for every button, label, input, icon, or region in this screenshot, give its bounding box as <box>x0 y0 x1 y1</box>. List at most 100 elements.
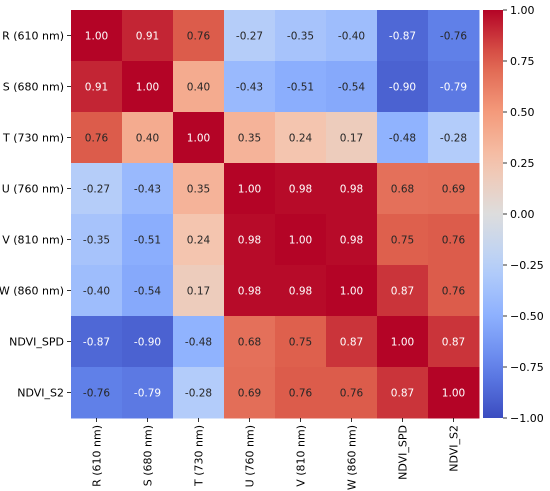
heatmap-cell <box>428 163 480 215</box>
cell-value-label: 0.76 <box>187 31 211 43</box>
cell-value-label: 0.17 <box>187 286 210 298</box>
colorbar-tick-label: 1.00 <box>510 4 535 17</box>
heatmap-cells <box>71 10 480 419</box>
column-tick-label: NDVI_S2 <box>448 425 461 472</box>
cell-value-label: -0.87 <box>83 337 110 349</box>
heatmap-cell <box>122 61 174 113</box>
heatmap-cell <box>71 265 123 317</box>
cell-value-label: 0.98 <box>238 235 261 247</box>
cell-value-label: 0.98 <box>289 286 312 298</box>
heatmap-cell <box>377 316 429 368</box>
row-tick-labels: R (610 nm) S (680 nm) T (730 nm) U (760 nm)… <box>0 30 71 400</box>
colorbar-tick-label: 0.50 <box>510 106 535 119</box>
cell-value-label: 0.76 <box>442 235 466 247</box>
cell-value-label: 0.40 <box>187 82 210 94</box>
cell-value-label: -0.79 <box>440 82 467 94</box>
heatmap-cell <box>71 112 123 164</box>
row-tick-label: W (860 nm) <box>0 285 64 298</box>
heatmap-cell <box>173 265 225 317</box>
heatmap-cell <box>224 367 276 419</box>
cell-value-label: 1.00 <box>85 31 108 43</box>
heatmap-cell <box>377 112 429 164</box>
heatmap-cell <box>224 163 276 215</box>
cell-value-label: -0.79 <box>134 388 161 400</box>
heatmap-cell <box>71 214 123 266</box>
heatmap-cell <box>275 214 327 266</box>
cell-value-label: -0.27 <box>236 31 263 43</box>
heatmap-cell <box>275 163 327 215</box>
colorbar-tick-label: 0.75 <box>510 55 535 68</box>
row-tick-label: S (680 nm) <box>3 81 64 94</box>
cell-value-label: -0.51 <box>287 82 314 94</box>
cell-value-label: 0.69 <box>238 388 261 400</box>
heatmap-cell <box>275 112 327 164</box>
cell-value-label: -0.35 <box>83 235 110 247</box>
cell-value-label: -0.40 <box>83 286 110 298</box>
heatmap-cell <box>275 367 327 419</box>
cell-value-label: 1.00 <box>238 184 261 196</box>
cell-value-label: -0.40 <box>338 31 365 43</box>
heatmap-cell <box>326 112 378 164</box>
heatmap-cell <box>428 61 480 113</box>
heatmap-cell <box>224 112 276 164</box>
heatmap-cell <box>428 214 480 266</box>
cell-value-label: -0.28 <box>185 388 212 400</box>
heatmap-cell <box>224 10 276 62</box>
cell-value-label: 1.00 <box>442 388 465 400</box>
cell-value-label: 1.00 <box>187 133 210 145</box>
cell-value-label: 0.98 <box>340 184 363 196</box>
heatmap-cell <box>122 112 174 164</box>
cell-value-label: 0.68 <box>238 337 261 349</box>
heatmap-cell <box>122 316 174 368</box>
heatmap-cell <box>71 61 123 113</box>
cell-value-label: -0.43 <box>236 82 263 94</box>
cell-value-label: 0.76 <box>340 388 364 400</box>
cell-value-label: 1.00 <box>289 235 312 247</box>
heatmap-cell <box>377 214 429 266</box>
colorbar-tick-label: 0.25 <box>510 157 535 170</box>
cell-value-label: -0.54 <box>338 82 365 94</box>
colorbar-tick-label: −0.75 <box>510 361 544 374</box>
cell-value-label: -0.76 <box>83 388 110 400</box>
colorbar-tick-label: −0.50 <box>510 310 544 323</box>
column-tick-label: T (730 nm) <box>193 425 206 487</box>
cell-value-label: 0.87 <box>391 388 414 400</box>
cell-value-label: 1.00 <box>391 337 414 349</box>
cell-value-label: -0.35 <box>287 31 314 43</box>
heatmap-cell <box>224 61 276 113</box>
heatmap-cell <box>173 10 225 62</box>
heatmap-cell <box>377 265 429 317</box>
cell-value-label: -0.48 <box>185 337 212 349</box>
cell-value-label: 0.98 <box>340 235 363 247</box>
heatmap-cell <box>122 214 174 266</box>
cell-value-label: 0.87 <box>391 286 414 298</box>
cell-value-label: 0.68 <box>391 184 414 196</box>
cell-value-label: -0.90 <box>389 82 416 94</box>
cell-value-label: 0.24 <box>187 235 211 247</box>
heatmap-cell <box>122 265 174 317</box>
cell-value-label: -0.76 <box>440 31 467 43</box>
heatmap-cell <box>173 61 225 113</box>
heatmap-cell <box>71 367 123 419</box>
cell-value-label: -0.90 <box>134 337 161 349</box>
cell-value-label: -0.54 <box>134 286 161 298</box>
column-tick-label: V (810 nm) <box>295 425 308 487</box>
column-tick-label: U (760 nm) <box>244 425 257 487</box>
heatmap-cell <box>173 112 225 164</box>
colorbar-tick-label: −0.25 <box>510 259 544 272</box>
heatmap-cell <box>122 10 174 62</box>
heatmap-cell <box>428 316 480 368</box>
heatmap-cell <box>275 265 327 317</box>
heatmap-cell <box>275 10 327 62</box>
heatmap-cell <box>275 316 327 368</box>
row-tick-label: R (610 nm) <box>2 30 64 43</box>
heatmap-cell <box>377 367 429 419</box>
row-tick-label: U (760 nm) <box>2 183 64 196</box>
row-tick-label: T (730 nm) <box>2 132 64 145</box>
cell-value-label: 1.00 <box>136 82 159 94</box>
cell-value-label: 0.17 <box>340 133 363 145</box>
heatmap-cell <box>428 265 480 317</box>
heatmap-cell <box>377 61 429 113</box>
cell-value-label: -0.51 <box>134 235 161 247</box>
heatmap-cell <box>326 367 378 419</box>
